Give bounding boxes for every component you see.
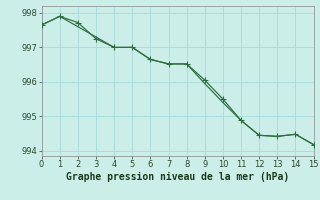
X-axis label: Graphe pression niveau de la mer (hPa): Graphe pression niveau de la mer (hPa): [66, 172, 289, 182]
